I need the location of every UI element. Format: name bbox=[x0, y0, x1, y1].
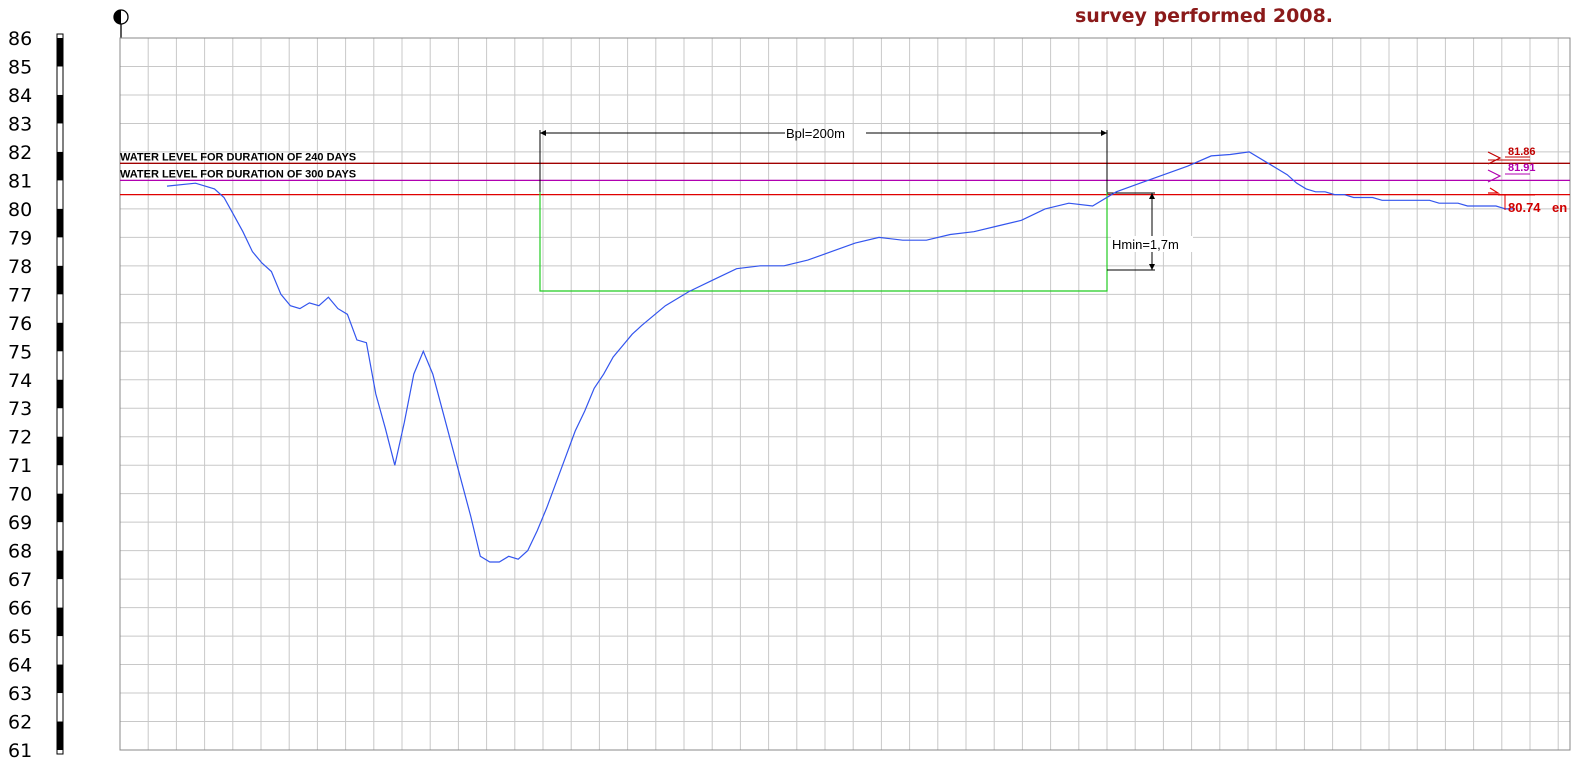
y-tick-label: 67 bbox=[8, 569, 32, 591]
y-tick-label: 66 bbox=[8, 598, 32, 620]
y-tick-label: 75 bbox=[8, 341, 32, 363]
y-tick-label: 80 bbox=[8, 199, 32, 221]
hmin-dimension-label: Hmin=1,7m bbox=[1112, 237, 1179, 252]
y-tick-label: 63 bbox=[8, 683, 32, 705]
y-tick-label: 73 bbox=[8, 398, 32, 420]
y-tick-label: 82 bbox=[8, 142, 32, 164]
y-tick-label: 61 bbox=[8, 740, 32, 762]
y-tick-label: 84 bbox=[8, 85, 32, 107]
y-tick-label: 85 bbox=[8, 56, 32, 78]
y-axis-tick-labels: 86 85 84 83 82 81 80 79 78 77 76 75 74 73 72 71 70 69 68 67… bbox=[8, 28, 32, 762]
y-tick-label: 64 bbox=[8, 655, 32, 677]
y-tick-label: 62 bbox=[8, 712, 32, 734]
level-marker-1: 81.86 bbox=[1508, 146, 1536, 158]
y-tick-label: 76 bbox=[8, 313, 32, 335]
bed-profile-line bbox=[166, 151, 1515, 563]
water-level-label: WATER LEVEL FOR DURATION OF 300 DAYS bbox=[120, 168, 356, 180]
y-tick-label: 77 bbox=[8, 284, 32, 306]
y-tick-label: 70 bbox=[8, 484, 32, 506]
navigation-channel: Bpl=200m Hmin=1,7m bbox=[539, 126, 1193, 292]
y-tick-label: 74 bbox=[8, 370, 32, 392]
y-tick-label: 71 bbox=[8, 455, 32, 477]
level-marker-3-suffix: en bbox=[1552, 200, 1567, 215]
y-tick-label: 81 bbox=[8, 170, 32, 192]
level-markers: 81.86 81.91 80.74 en bbox=[1487, 146, 1567, 215]
y-tick-label: 83 bbox=[8, 113, 32, 135]
y-tick-label: 68 bbox=[8, 541, 32, 563]
bpl-dimension-label: Bpl=200m bbox=[786, 126, 845, 141]
y-tick-label: 72 bbox=[8, 427, 32, 449]
y-tick-label: 78 bbox=[8, 256, 32, 278]
water-level-label: WATER LEVEL FOR DURATION OF 240 DAYS bbox=[120, 151, 356, 163]
y-tick-label: 69 bbox=[8, 512, 32, 534]
y-tick-label: 79 bbox=[8, 227, 32, 249]
y-tick-label: 65 bbox=[8, 626, 32, 648]
elevation-scale-bar bbox=[56, 33, 64, 755]
y-tick-label: 86 bbox=[8, 28, 32, 50]
level-marker-3: 80.74 bbox=[1508, 200, 1541, 215]
chart-grid bbox=[119, 37, 1571, 751]
compass-icon bbox=[113, 9, 129, 38]
water-level-lines: WATER LEVEL FOR DURATION OF 240 DAYS WATE… bbox=[120, 151, 1570, 196]
chart-title: survey performed 2008. bbox=[1075, 5, 1333, 27]
level-marker-2: 81.91 bbox=[1508, 162, 1536, 174]
